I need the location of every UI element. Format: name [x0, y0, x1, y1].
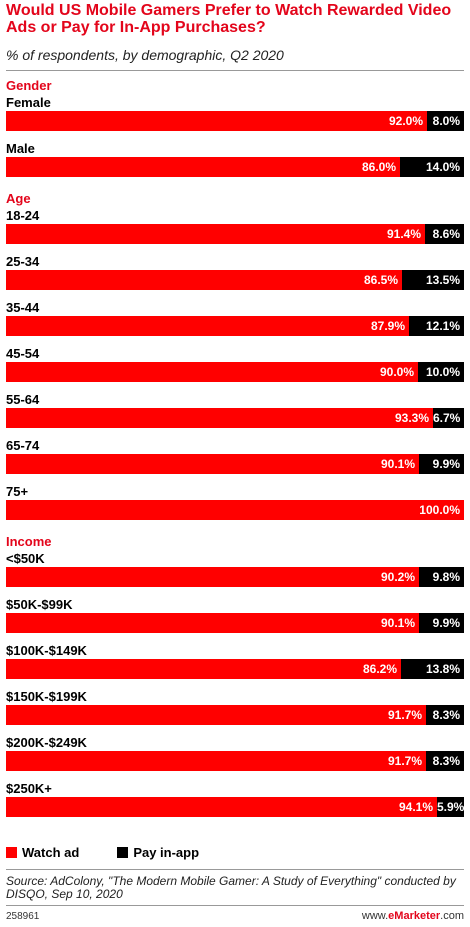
bar-pay-55-64: 6.7% [433, 408, 464, 428]
bar-watch-25-34: 86.5% [6, 270, 402, 290]
bar-watch-male: 86.0% [6, 157, 400, 177]
bar-pay-25-34: 13.5% [402, 270, 464, 290]
brand-url: www.eMarketer.com [362, 910, 464, 922]
bar-pay-100k-149k: 13.8% [401, 659, 464, 679]
bar-watch-35-44: 87.9% [6, 316, 409, 336]
bar-pay-35-44: 12.1% [409, 316, 464, 336]
row-label-200k-249k: $200K-$249K [6, 735, 87, 750]
bar-watch-55-64: 93.3% [6, 408, 433, 428]
row-label-250k: $250K+ [6, 781, 52, 796]
legend-item-pay: Pay in-app [117, 845, 199, 860]
bar-watch-50k-99k: 90.1% [6, 613, 419, 633]
row-label-100k-149k: $100K-$149K [6, 643, 87, 658]
row-label-55-64: 55-64 [6, 392, 40, 407]
bar-watch-65-74: 90.1% [6, 454, 419, 474]
row-label-45-54: 45-54 [6, 346, 40, 361]
bar-watch-100k-149k: 86.2% [6, 659, 401, 679]
bar-watch-200k-249k: 91.7% [6, 751, 426, 771]
bar-pay-female: 8.0% [427, 111, 464, 131]
group-heading-income: Income [6, 534, 52, 549]
row-label-18-24: 18-24 [6, 208, 40, 223]
legend-label-pay: Pay in-app [133, 845, 200, 860]
bar-pay-male: 14.0% [400, 157, 464, 177]
legend-label-watch: Watch ad [22, 845, 80, 860]
bar-pay-150k-199k: 8.3% [426, 705, 464, 725]
bar-pay-250k: 5.9% [437, 797, 464, 817]
bottom-divider [6, 869, 464, 870]
bar-watch-45-54: 90.0% [6, 362, 418, 382]
row-label-male: Male [6, 141, 35, 156]
bar-pay-65-74: 9.9% [419, 454, 464, 474]
bar-pay-45-54: 10.0% [418, 362, 464, 382]
brand-prefix: www. [361, 910, 389, 922]
bar-watch-150k-199k: 91.7% [6, 705, 426, 725]
footer-divider [6, 905, 464, 906]
row-label-50k: <$50K [6, 551, 45, 566]
row-label-25-34: 25-34 [6, 254, 40, 269]
legend-swatch-watch [6, 847, 17, 858]
row-label-150k-199k: $150K-$199K [6, 689, 87, 704]
bar-watch-50k: 90.2% [6, 567, 419, 587]
row-label-65-74: 65-74 [6, 438, 40, 453]
legend: Watch ad Pay in-app [6, 845, 237, 860]
bar-watch-18-24: 91.4% [6, 224, 425, 244]
group-heading-gender: Gender [6, 78, 52, 93]
legend-item-watch: Watch ad [6, 845, 79, 860]
row-label-female: Female [6, 95, 51, 110]
bar-watch-250k: 94.1% [6, 797, 437, 817]
bar-pay-200k-249k: 8.3% [426, 751, 464, 771]
row-label-35-44: 35-44 [6, 300, 40, 315]
bar-pay-18-24: 8.6% [425, 224, 464, 244]
bar-watch-female: 92.0% [6, 111, 427, 131]
legend-swatch-pay [117, 847, 129, 858]
bar-pay-50k: 9.8% [419, 567, 464, 587]
source-note: Source: AdColony, "The Modern Mobile Gam… [6, 874, 456, 901]
chart-title: Would US Mobile Gamers Prefer to Watch R… [6, 2, 452, 36]
row-label-75: 75+ [6, 484, 29, 499]
group-heading-age: Age [6, 191, 31, 206]
chart-id: 258961 [6, 911, 40, 922]
row-label-50k-99k: $50K-$99K [6, 597, 73, 612]
brand-suffix: .com [440, 910, 464, 922]
bar-watch-75: 100.0% [6, 500, 464, 520]
bar-pay-50k-99k: 9.9% [419, 613, 464, 633]
chart-subtitle: % of respondents, by demographic, Q2 202… [6, 47, 284, 63]
top-divider [6, 70, 464, 71]
brand-name: eMarketer [388, 910, 441, 922]
